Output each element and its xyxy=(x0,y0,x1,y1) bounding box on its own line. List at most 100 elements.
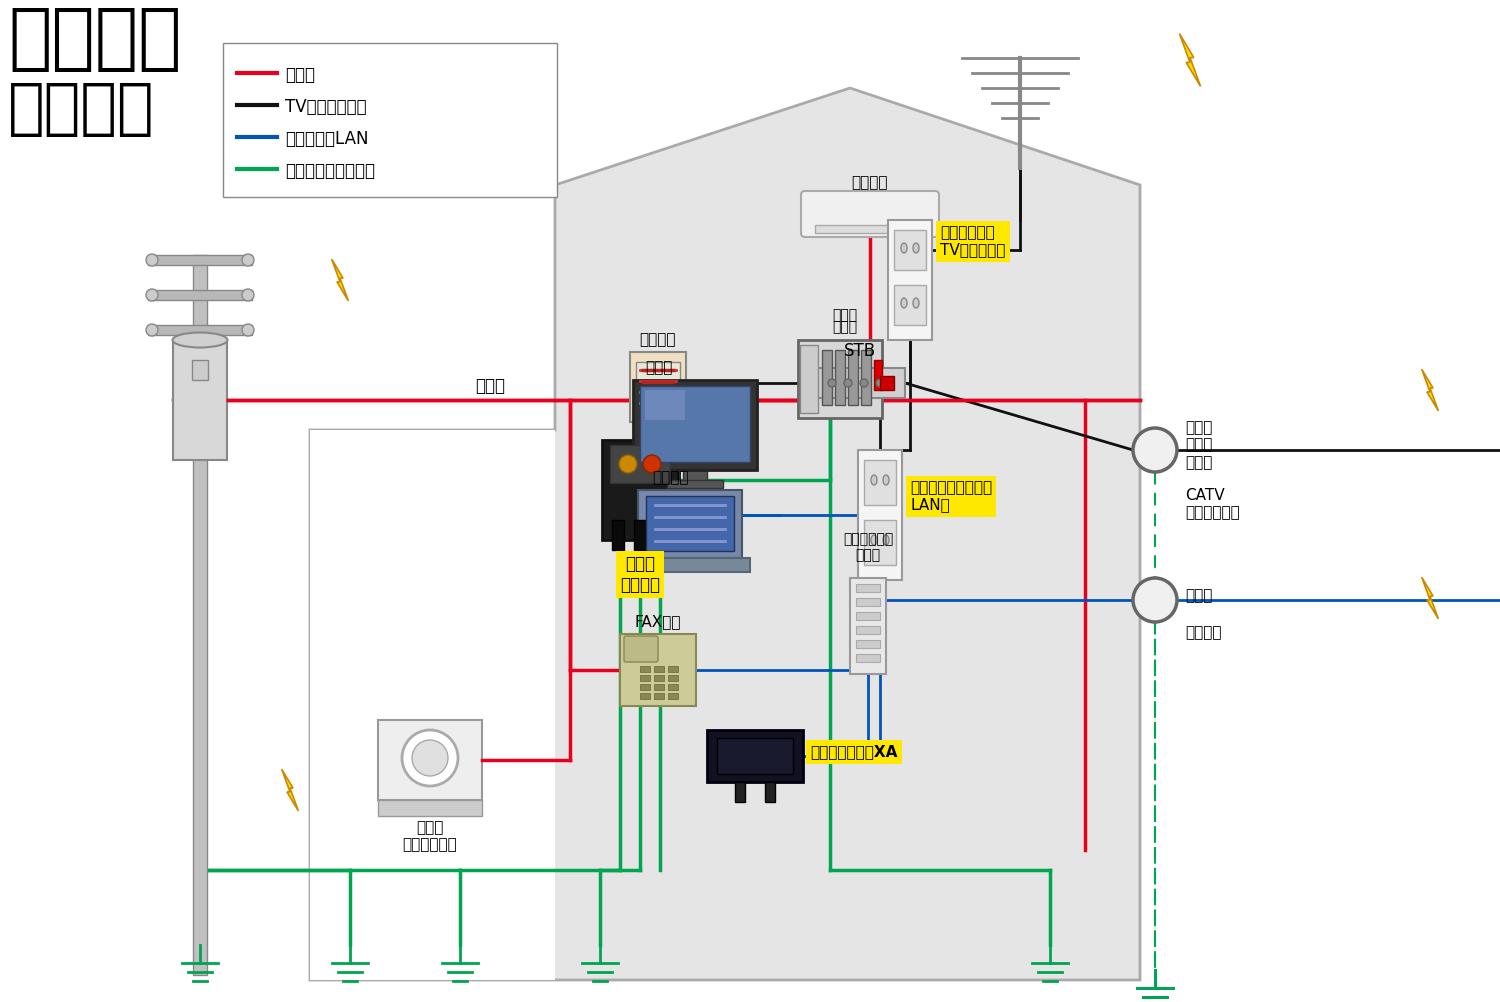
Bar xyxy=(633,380,758,470)
Circle shape xyxy=(413,740,448,776)
Ellipse shape xyxy=(871,535,877,545)
Circle shape xyxy=(876,379,884,387)
Text: 電話回線、LAN: 電話回線、LAN xyxy=(285,130,369,148)
Circle shape xyxy=(844,379,852,387)
Ellipse shape xyxy=(172,393,228,408)
Bar xyxy=(654,675,664,681)
Bar xyxy=(148,290,252,300)
Bar xyxy=(378,720,482,800)
Bar xyxy=(864,520,895,565)
Bar xyxy=(148,255,252,265)
Bar xyxy=(706,730,803,782)
Bar xyxy=(874,360,882,390)
Bar xyxy=(815,225,926,233)
Bar xyxy=(856,654,880,662)
Ellipse shape xyxy=(871,475,877,485)
Bar xyxy=(668,684,678,690)
Bar xyxy=(668,693,678,699)
Bar xyxy=(636,362,680,407)
Text: ホームゲート
ウェイ: ホームゲート ウェイ xyxy=(843,532,892,562)
Text: CATV
同軸ケーブル: CATV 同軸ケーブル xyxy=(1185,488,1239,520)
Bar xyxy=(798,340,882,418)
Bar xyxy=(378,800,482,816)
Circle shape xyxy=(242,324,254,336)
Circle shape xyxy=(620,455,638,473)
Circle shape xyxy=(1132,578,1178,622)
Bar xyxy=(856,598,880,606)
Bar xyxy=(640,675,650,681)
FancyBboxPatch shape xyxy=(624,636,658,662)
Circle shape xyxy=(146,254,158,266)
Text: 電源線: 電源線 xyxy=(476,377,506,395)
Text: サンダーカットXA: サンダーカットXA xyxy=(810,744,897,760)
Circle shape xyxy=(242,289,254,301)
Text: FAX電話: FAX電話 xyxy=(634,614,681,629)
Text: ホーム: ホーム xyxy=(833,308,858,322)
Bar xyxy=(765,782,776,802)
Bar xyxy=(630,352,686,422)
Text: STB: STB xyxy=(844,342,876,360)
Bar xyxy=(640,386,750,462)
Ellipse shape xyxy=(884,475,890,485)
FancyBboxPatch shape xyxy=(224,43,556,197)
Text: 電力量計: 電力量計 xyxy=(639,332,676,347)
Bar xyxy=(858,450,901,580)
Circle shape xyxy=(146,324,158,336)
Text: 分配機
または
保安器: 分配機 または 保安器 xyxy=(1185,420,1212,470)
Circle shape xyxy=(402,730,457,786)
Text: テレビ: テレビ xyxy=(645,360,672,375)
Bar xyxy=(888,220,932,340)
Text: ［住宅］: ［住宅］ xyxy=(8,80,154,139)
Bar xyxy=(668,480,723,488)
Circle shape xyxy=(1132,428,1178,472)
Bar xyxy=(646,496,734,551)
Text: 雷プロテクタ
TVアンテナ用: 雷プロテクタ TVアンテナ用 xyxy=(940,225,1005,258)
Text: 電話回線: 電話回線 xyxy=(1185,625,1221,640)
Text: 絶縁形雷プロテクタ
LAN用: 絶縁形雷プロテクタ LAN用 xyxy=(910,480,992,512)
Ellipse shape xyxy=(914,243,920,253)
Bar xyxy=(638,490,742,558)
Text: TV同軸ケーブル: TV同軸ケーブル xyxy=(285,98,366,116)
Text: 分電盤: 分電盤 xyxy=(833,320,858,334)
Text: 電源線: 電源線 xyxy=(285,66,315,84)
Circle shape xyxy=(146,289,158,301)
Bar xyxy=(602,440,678,540)
Ellipse shape xyxy=(902,298,908,308)
Polygon shape xyxy=(1179,34,1200,86)
Text: ホーム
アレスタ: ホーム アレスタ xyxy=(620,555,660,594)
Bar xyxy=(836,350,844,405)
Bar xyxy=(682,465,706,483)
Bar xyxy=(856,626,880,634)
Bar xyxy=(735,782,746,802)
Bar xyxy=(634,520,646,550)
Bar xyxy=(172,340,226,460)
Circle shape xyxy=(859,379,868,387)
Bar xyxy=(656,520,668,550)
Bar xyxy=(856,612,880,620)
Polygon shape xyxy=(310,88,1140,980)
Ellipse shape xyxy=(172,333,228,348)
Bar xyxy=(620,634,696,706)
Bar xyxy=(654,666,664,672)
Text: 保安器: 保安器 xyxy=(1185,588,1212,603)
Bar xyxy=(612,520,624,550)
Text: 雷対策例: 雷対策例 xyxy=(8,5,182,74)
Text: 樹脂製
エアコン架台: 樹脂製 エアコン架台 xyxy=(402,820,457,853)
Text: エアコン: エアコン xyxy=(852,175,888,190)
Text: パソコン: パソコン xyxy=(652,470,688,485)
Bar xyxy=(640,693,650,699)
Polygon shape xyxy=(1422,369,1438,411)
Ellipse shape xyxy=(914,298,920,308)
Circle shape xyxy=(828,379,836,387)
Text: 接地線（アース線）: 接地線（アース線） xyxy=(285,162,375,180)
Bar xyxy=(630,558,750,572)
Polygon shape xyxy=(1422,577,1438,619)
Bar xyxy=(192,360,208,380)
FancyBboxPatch shape xyxy=(801,191,939,237)
Bar xyxy=(640,666,650,672)
Bar xyxy=(861,350,871,405)
Bar xyxy=(610,445,670,483)
Bar xyxy=(850,578,886,674)
Polygon shape xyxy=(282,770,298,811)
Bar xyxy=(880,376,894,390)
